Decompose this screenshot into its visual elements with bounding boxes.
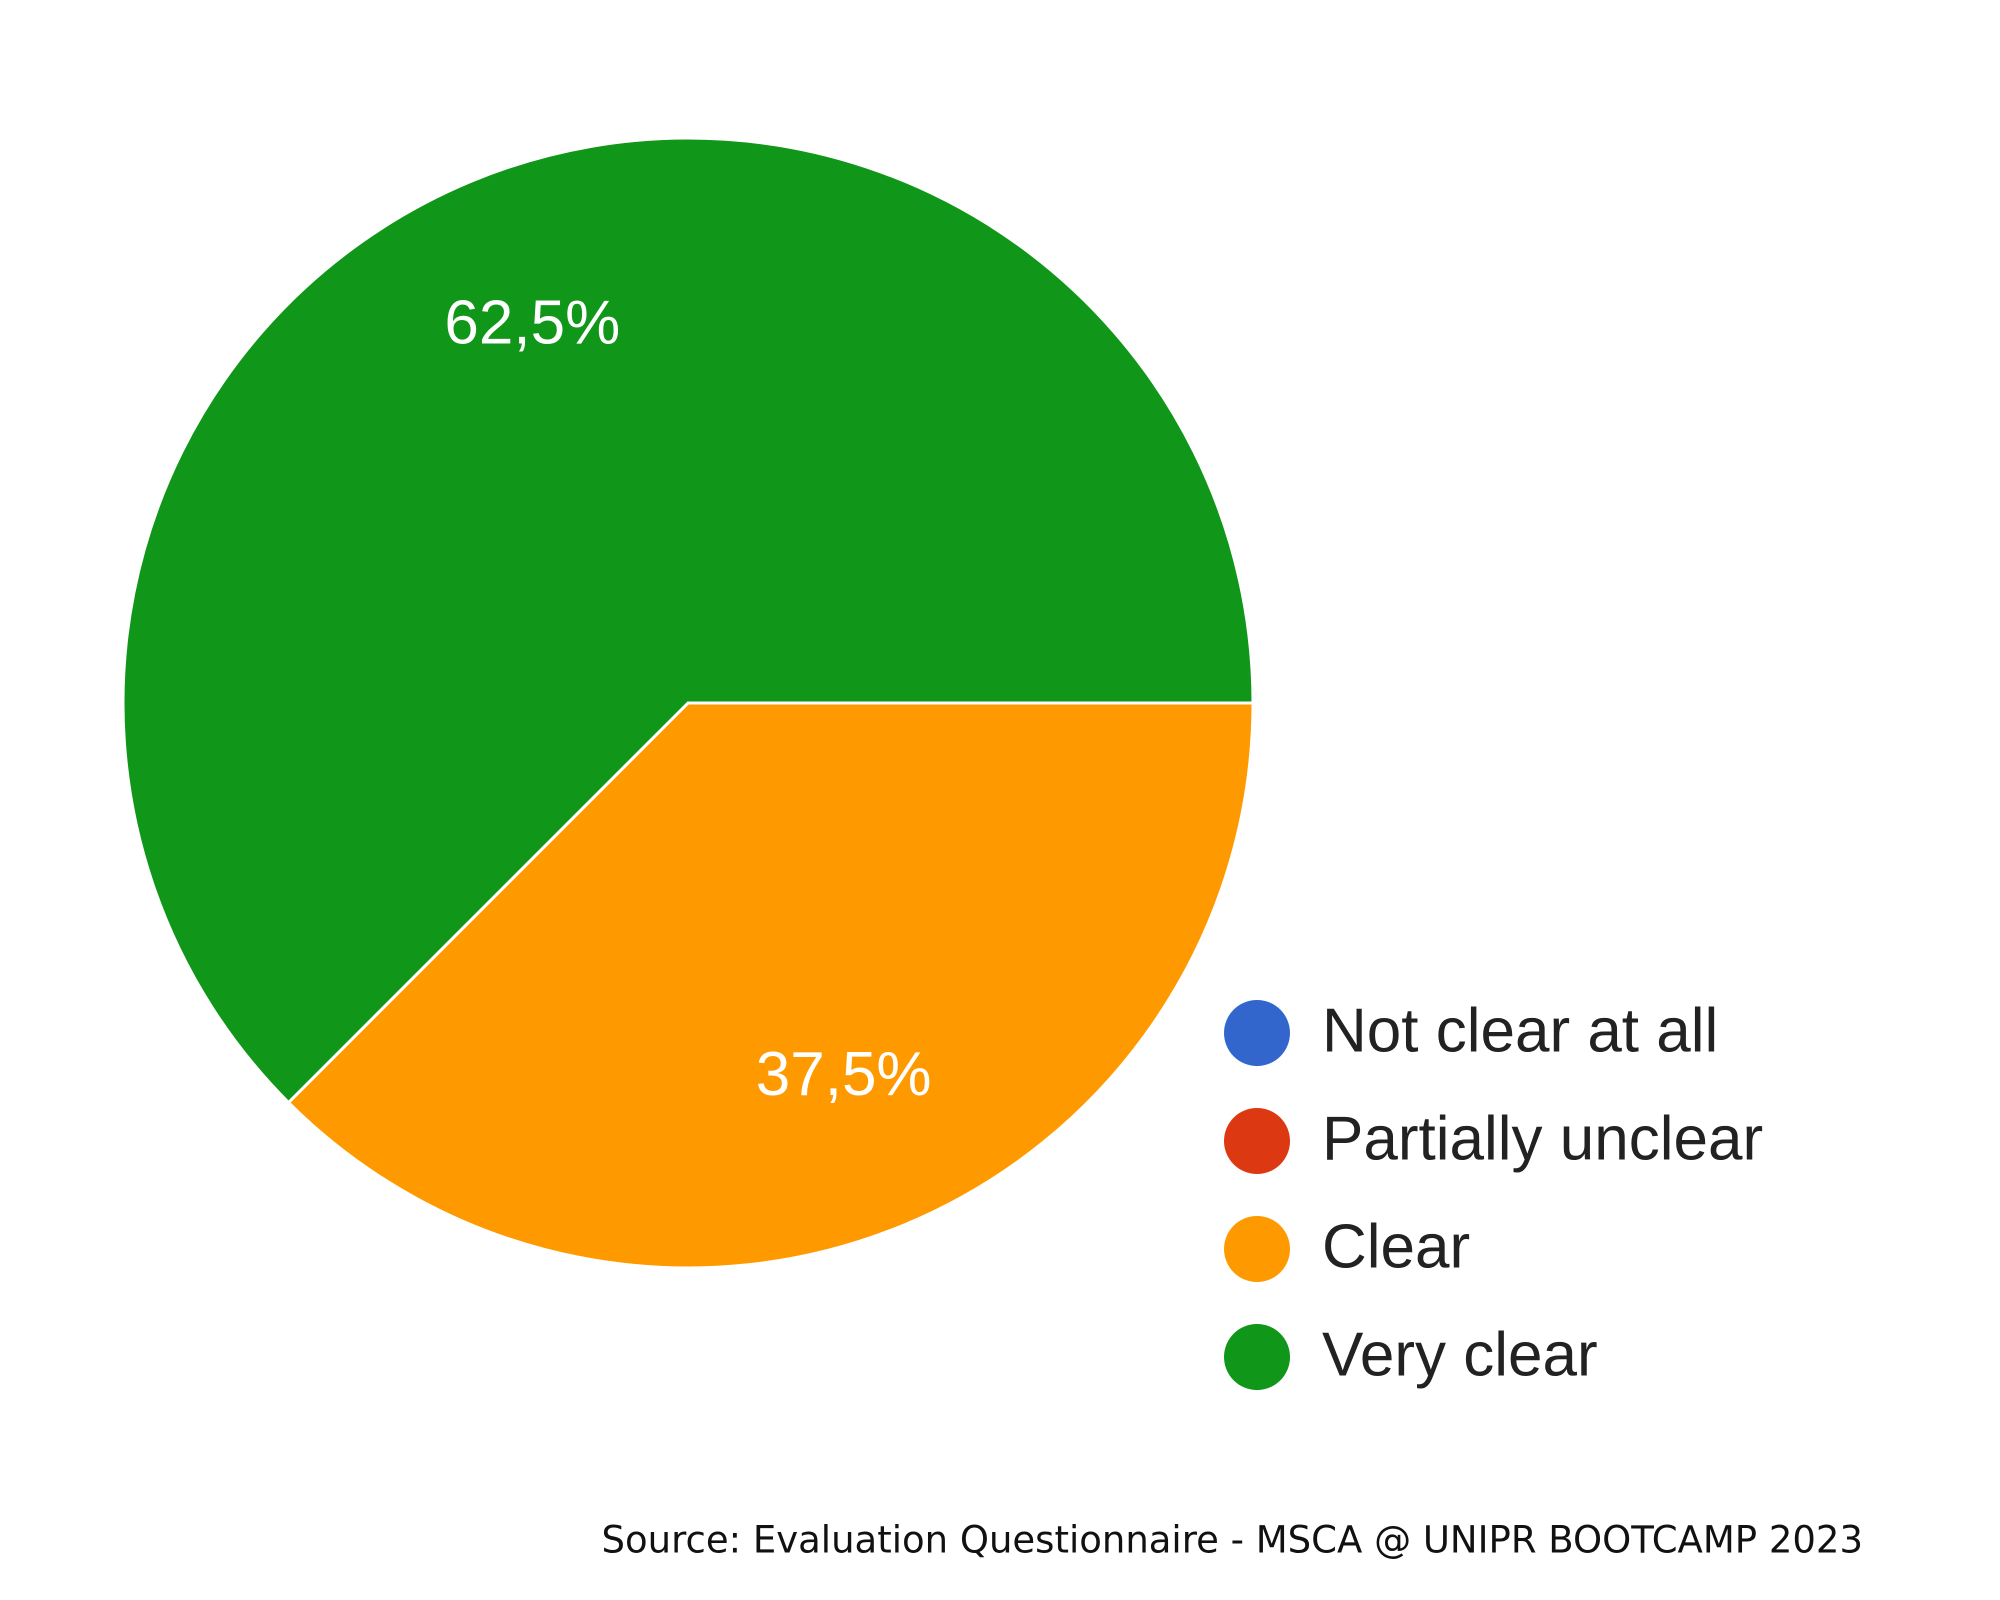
pie-slice: [286, 701, 1255, 1270]
legend-label: Clear: [1322, 1212, 1470, 1281]
slice-label: 62,5%: [444, 289, 620, 358]
legend-label: Very clear: [1322, 1320, 1598, 1389]
legend-label: Not clear at all: [1322, 996, 1718, 1065]
slice-label: 37,5%: [756, 1040, 932, 1109]
legend-swatch: [1224, 1108, 1290, 1174]
legend-label: Partially unclear: [1322, 1104, 1763, 1173]
source-note: Source: Evaluation Questionnaire - MSCA …: [602, 1519, 1863, 1562]
legend-swatch: [1224, 1000, 1290, 1066]
pie-slice: [121, 136, 1255, 1105]
legend-swatch: [1224, 1324, 1290, 1390]
legend-swatch: [1224, 1216, 1290, 1282]
